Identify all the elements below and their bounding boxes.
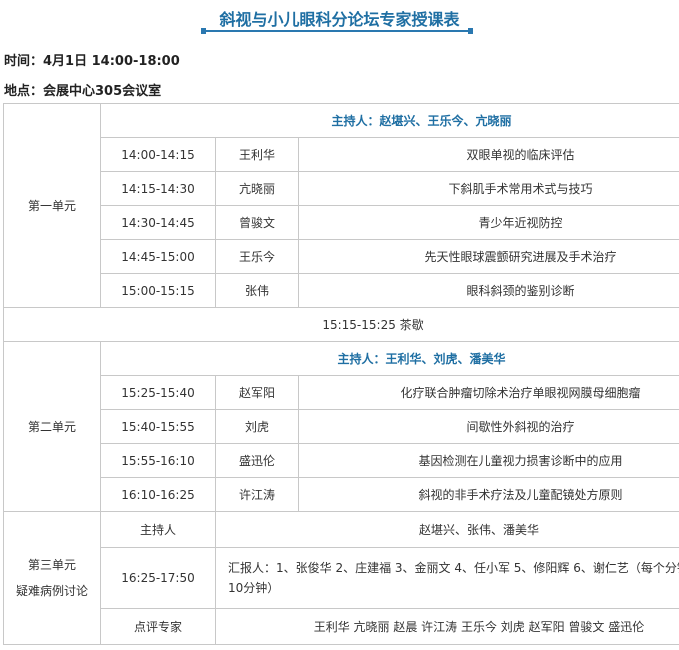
unit-name-line: 第三单元 (27, 558, 76, 572)
session-time: 14:45-15:00 (100, 239, 216, 274)
review-label: 点评专家 (100, 608, 216, 645)
host-label: 主持人 (100, 511, 216, 548)
session-time: 15:25-15:40 (100, 375, 216, 410)
location: 地点：会展中心305会议室 (4, 84, 162, 99)
session-time: 14:15-14:30 (100, 171, 216, 206)
table-row: 15:00-15:15 张伟 眼科斜颈的鉴别诊断 (4, 273, 679, 308)
table-row: 15:55-16:10 盛迅伦 基因检测在儿童视力损害诊断中的应用 (4, 443, 679, 478)
reporters: 汇报人：1、张俊华 2、庄建福 3、金丽文 4、任小军 5、修阳辉 6、谢仁艺（… (215, 547, 679, 609)
time: 时间：4月1日 14:00-18:00 (4, 54, 180, 69)
session-topic: 青少年近视防控 (298, 205, 679, 240)
session-time: 16:10-16:25 (100, 477, 216, 512)
unit-host: 主持人：王利华、刘虎、潘美华 (100, 341, 679, 376)
table-row: 14:15-14:30 亢晓丽 下斜肌手术常用术式与技巧 (4, 171, 679, 206)
unit-name: 第一单元 (3, 103, 101, 308)
session-topic: 双眼单视的临床评估 (298, 137, 679, 172)
table-row: 15:25-15:40 赵军阳 化疗联合肿瘤切除术治疗单眼视网膜母细胞瘤 (4, 375, 679, 410)
unit-name: 第二单元 (3, 341, 101, 512)
table-row: 第三单元 疑难病例讨论 主持人 赵堪兴、张伟、潘美华 (3, 511, 679, 645)
session-topic: 间歇性外斜视的治疗 (298, 409, 679, 444)
session-speaker: 许江涛 (215, 477, 299, 512)
session-topic: 眼科斜颈的鉴别诊断 (298, 273, 679, 308)
session-time: 15:40-15:55 (100, 409, 216, 444)
session-speaker: 曾骏文 (215, 205, 299, 240)
session-speaker: 亢晓丽 (215, 171, 299, 206)
table-row: 16:25-17:50 汇报人：1、张俊华 2、庄建福 3、金丽文 4、任小军 5… (4, 547, 679, 609)
unit-subtitle: 疑难病例讨论 (15, 584, 88, 598)
table-row: 15:15-15:25 茶歇 (3, 307, 679, 342)
hosts: 赵堪兴、张伟、潘美华 (215, 511, 679, 548)
title-rule (201, 28, 473, 34)
session-time: 15:55-16:10 (100, 443, 216, 478)
session-topic: 下斜肌手术常用术式与技巧 (298, 171, 679, 206)
session-speaker: 盛迅伦 (215, 443, 299, 478)
table-row: 点评专家 王利华 亢晓丽 赵晨 许江涛 王乐今 刘虎 赵军阳 曾骏文 盛迅伦 (4, 608, 679, 645)
session-topic: 化疗联合肿瘤切除术治疗单眼视网膜母细胞瘤 (298, 375, 679, 410)
break: 15:15-15:25 茶歇 (3, 307, 679, 342)
session-topic: 基因检测在儿童视力损害诊断中的应用 (298, 443, 679, 478)
session-topic: 斜视的非手术疗法及儿童配镜处方原则 (298, 477, 679, 512)
table-row: 第一单元 主持人：赵堪兴、王乐今、亢晓丽 (3, 103, 679, 308)
table-row: 14:00-14:15 王利华 双眼单视的临床评估 (4, 137, 679, 172)
table-row: 15:40-15:55 刘虎 间歇性外斜视的治疗 (4, 409, 679, 444)
session-time: 15:00-15:15 (100, 273, 216, 308)
session-speaker: 刘虎 (215, 409, 299, 444)
session-speaker: 王乐今 (215, 239, 299, 274)
table-row: 第二单元 主持人：王利华、刘虎、潘美华 (3, 341, 679, 512)
table-row: 16:10-16:25 许江涛 斜视的非手术疗法及儿童配镜处方原则 (4, 477, 679, 512)
discussion-time: 16:25-17:50 (100, 547, 216, 609)
session-topic: 先天性眼球震颤研究进展及手术治疗 (298, 239, 679, 274)
session-speaker: 王利华 (215, 137, 299, 172)
session-speaker: 张伟 (215, 273, 299, 308)
page-title: 斜视与小儿眼科分论坛专家授课表 (219, 10, 460, 29)
table-row: 14:30-14:45 曾骏文 青少年近视防控 (4, 205, 679, 240)
session-time: 14:00-14:15 (100, 137, 216, 172)
reviewers: 王利华 亢晓丽 赵晨 许江涛 王乐今 刘虎 赵军阳 曾骏文 盛迅伦 (215, 608, 679, 645)
session-time: 14:30-14:45 (100, 205, 216, 240)
table-body: 第一单元 主持人：赵堪兴、王乐今、亢晓丽 14:00-14:15 王利华 双眼单视的临床… (3, 103, 679, 645)
table-row: 14:45-15:00 王乐今 先天性眼球震颤研究进展及手术治疗 (4, 239, 679, 274)
unit-name: 第三单元疑难病例讨论 (3, 511, 101, 645)
session-speaker: 赵军阳 (215, 375, 299, 410)
schedule-table: 第一单元 主持人：赵堪兴、王乐今、亢晓丽 14:00-14:15 王利华 双眼单视的临床… (3, 103, 679, 645)
unit-host: 主持人：赵堪兴、王乐今、亢晓丽 (100, 103, 679, 138)
